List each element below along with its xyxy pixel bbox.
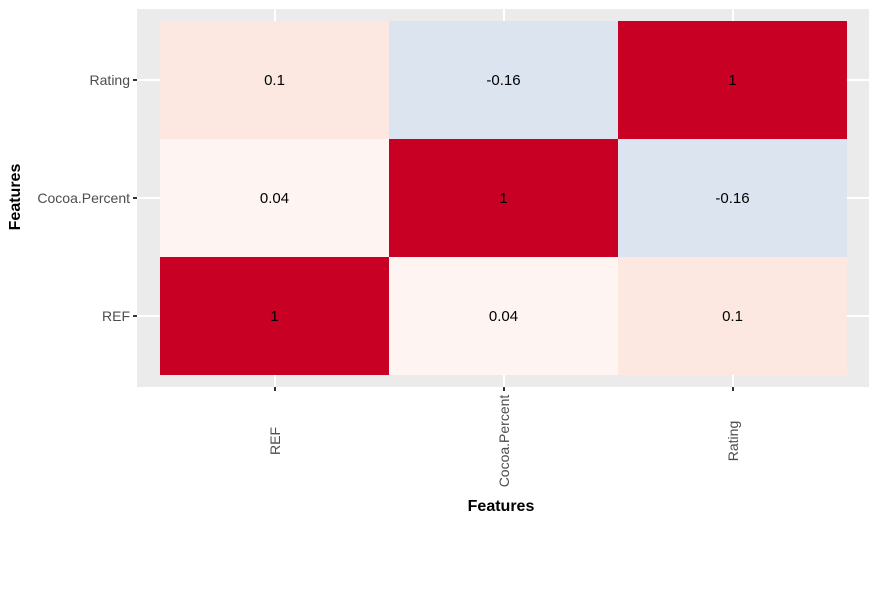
- heatmap-cell: -0.16: [389, 21, 618, 139]
- x-axis-title: Features: [467, 498, 535, 515]
- heatmap-cell: 0.04: [160, 139, 389, 257]
- x-axis-tick: [732, 387, 734, 391]
- heatmap-grid: 0.1 -0.16 1 0.04 1 -0.16 1 0.04 0.1: [160, 21, 847, 375]
- heatmap-cell: 1: [160, 257, 389, 375]
- plot-panel: 0.1 -0.16 1 0.04 1 -0.16 1 0.04 0.1: [137, 9, 869, 387]
- x-axis-label: REF: [266, 427, 283, 455]
- x-axis-tick: [274, 387, 276, 391]
- x-axis-label: Cocoa.Percent: [495, 394, 512, 488]
- heatmap-cell: 1: [389, 139, 618, 257]
- x-axis-tick: [503, 387, 505, 391]
- heatmap-cell: 0.1: [160, 21, 389, 139]
- y-axis-tick: [133, 197, 137, 199]
- y-axis-tick: [133, 79, 137, 81]
- x-axis-label: Rating: [724, 420, 741, 462]
- y-axis-label: Cocoa.Percent: [37, 190, 130, 206]
- heatmap-cell: 1: [618, 21, 847, 139]
- heatmap-cell: -0.16: [618, 139, 847, 257]
- legend: Correlation Meter -1.0-0.50.00.51.0: [0, 536, 878, 600]
- heatmap-cell: 0.1: [618, 257, 847, 375]
- y-axis-label: REF: [102, 308, 130, 324]
- y-axis-title: Features: [7, 163, 24, 231]
- y-axis-label: Rating: [89, 72, 130, 88]
- y-axis-tick: [133, 315, 137, 317]
- heatmap-cell: 0.04: [389, 257, 618, 375]
